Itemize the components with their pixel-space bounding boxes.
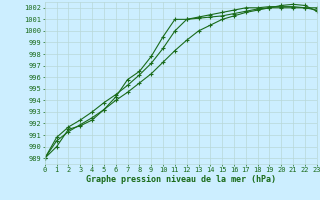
X-axis label: Graphe pression niveau de la mer (hPa): Graphe pression niveau de la mer (hPa) bbox=[86, 175, 276, 184]
